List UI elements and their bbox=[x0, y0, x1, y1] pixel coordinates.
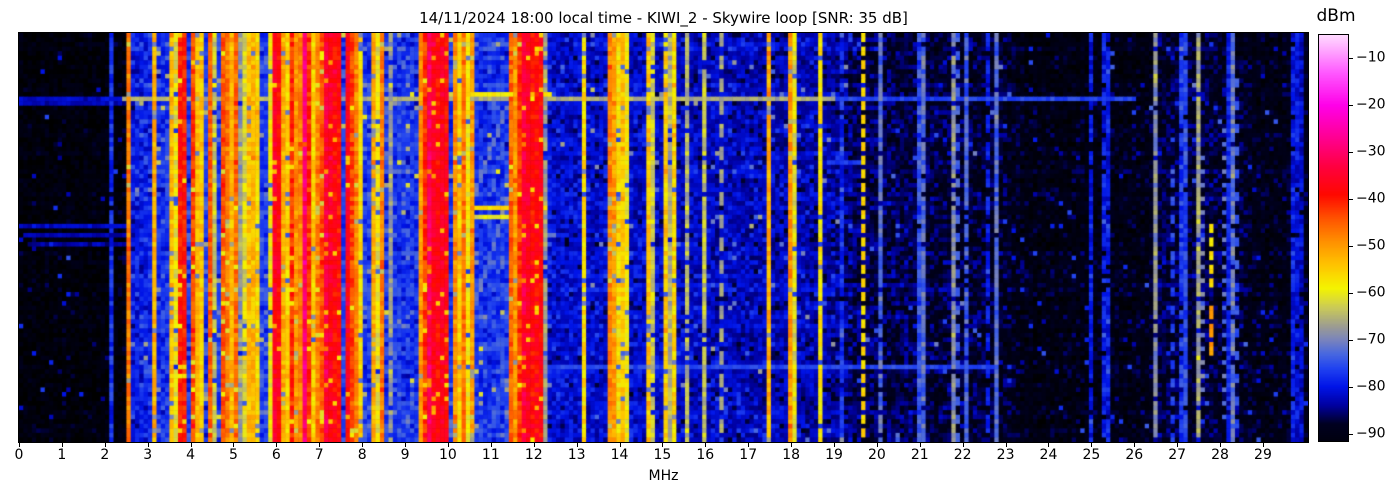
x-tick-mark bbox=[1048, 443, 1050, 447]
x-tick-mark bbox=[190, 443, 192, 447]
x-tick-mark bbox=[919, 443, 921, 447]
x-tick-mark bbox=[362, 443, 364, 447]
colorbar-tick-mark bbox=[1348, 199, 1353, 201]
x-tick-mark bbox=[576, 443, 578, 447]
x-tick-label: 21 bbox=[910, 447, 929, 463]
x-tick-mark bbox=[1220, 443, 1222, 447]
x-tick-label: 27 bbox=[1168, 447, 1187, 463]
x-tick-mark bbox=[276, 443, 278, 447]
x-tick-label: 11 bbox=[481, 447, 500, 463]
x-tick-mark bbox=[533, 443, 535, 447]
x-tick-label: 23 bbox=[996, 447, 1015, 463]
x-tick-label: 10 bbox=[439, 447, 457, 463]
colorbar-label: dBm bbox=[1316, 6, 1356, 26]
x-tick-mark bbox=[962, 443, 964, 447]
colorbar-tick-mark bbox=[1348, 293, 1353, 295]
x-tick-mark bbox=[876, 443, 878, 447]
x-tick-mark bbox=[447, 443, 449, 447]
colorbar-tick-mark bbox=[1348, 246, 1353, 248]
colorbar-tick-mark bbox=[1348, 387, 1353, 389]
x-tick-label: 20 bbox=[867, 447, 886, 463]
x-tick-mark bbox=[834, 443, 835, 447]
x-tick-mark bbox=[490, 443, 492, 447]
colorbar-tick-mark bbox=[1348, 105, 1353, 107]
x-axis-label: MHz bbox=[648, 468, 679, 484]
x-tick-label: 9 bbox=[400, 447, 410, 463]
x-tick-label: 25 bbox=[1082, 447, 1101, 463]
x-tick-mark bbox=[233, 443, 235, 447]
colorbar-tick-mark bbox=[1348, 340, 1353, 342]
x-tick-label: 14 bbox=[610, 447, 629, 463]
colorbar-tick-label: −30 bbox=[1356, 144, 1386, 161]
x-tick-label: 16 bbox=[696, 447, 715, 463]
x-tick-label: 19 bbox=[825, 447, 843, 463]
x-tick-mark bbox=[1091, 443, 1093, 447]
x-tick-mark bbox=[1262, 443, 1264, 447]
x-tick-label: 13 bbox=[567, 447, 586, 463]
x-tick-label: 2 bbox=[100, 447, 110, 463]
colorbar-tick-mark bbox=[1348, 152, 1353, 154]
x-tick-label: 6 bbox=[271, 447, 281, 463]
colorbar-tick-label: −50 bbox=[1356, 237, 1386, 254]
chart-title: 14/11/2024 18:00 local time - KIWI_2 - S… bbox=[419, 9, 908, 27]
colorbar-gradient bbox=[1318, 34, 1349, 442]
x-tick-label: 4 bbox=[186, 447, 196, 463]
x-tick-mark bbox=[19, 443, 20, 447]
colorbar-tick-label: −70 bbox=[1356, 331, 1386, 348]
x-tick-label: 22 bbox=[953, 447, 972, 463]
x-tick-mark bbox=[1134, 443, 1136, 447]
x-tick-label: 29 bbox=[1254, 447, 1272, 463]
x-tick-label: 1 bbox=[57, 447, 67, 463]
x-tick-label: 3 bbox=[143, 447, 153, 463]
colorbar-tick-mark bbox=[1348, 433, 1353, 435]
x-tick-label: 0 bbox=[14, 447, 24, 463]
colorbar-tick-label: −60 bbox=[1356, 284, 1386, 301]
colorbar-tick-label: −90 bbox=[1356, 425, 1386, 442]
x-tick-mark bbox=[1177, 443, 1179, 447]
colorbar-tick-label: −80 bbox=[1356, 378, 1386, 395]
x-tick-label: 26 bbox=[1125, 447, 1144, 463]
x-tick-mark bbox=[791, 443, 793, 447]
x-tick-mark bbox=[662, 443, 664, 447]
x-tick-mark bbox=[61, 443, 63, 447]
x-tick-mark bbox=[1005, 443, 1007, 447]
x-tick-mark bbox=[104, 443, 106, 447]
x-tick-mark bbox=[319, 443, 321, 447]
colorbar-tick-label: −20 bbox=[1356, 97, 1386, 114]
x-tick-label: 18 bbox=[782, 447, 801, 463]
x-tick-label: 24 bbox=[1039, 447, 1058, 463]
x-tick-label: 12 bbox=[524, 447, 543, 463]
x-tick-label: 7 bbox=[314, 447, 324, 463]
x-tick-label: 17 bbox=[739, 447, 758, 463]
x-tick-label: 15 bbox=[653, 447, 672, 463]
x-tick-mark bbox=[619, 443, 621, 447]
colorbar-tick-label: −40 bbox=[1356, 190, 1386, 207]
colorbar-tick-mark bbox=[1348, 58, 1353, 60]
x-tick-mark bbox=[705, 443, 707, 447]
x-tick-label: 8 bbox=[357, 447, 367, 463]
x-tick-mark bbox=[147, 443, 149, 447]
x-tick-label: 5 bbox=[229, 447, 238, 463]
x-tick-mark bbox=[748, 443, 750, 447]
spectrogram-heatmap bbox=[18, 32, 1309, 443]
x-tick-mark bbox=[405, 443, 407, 447]
x-tick-label: 28 bbox=[1211, 447, 1229, 463]
colorbar-tick-label: −10 bbox=[1356, 50, 1386, 67]
